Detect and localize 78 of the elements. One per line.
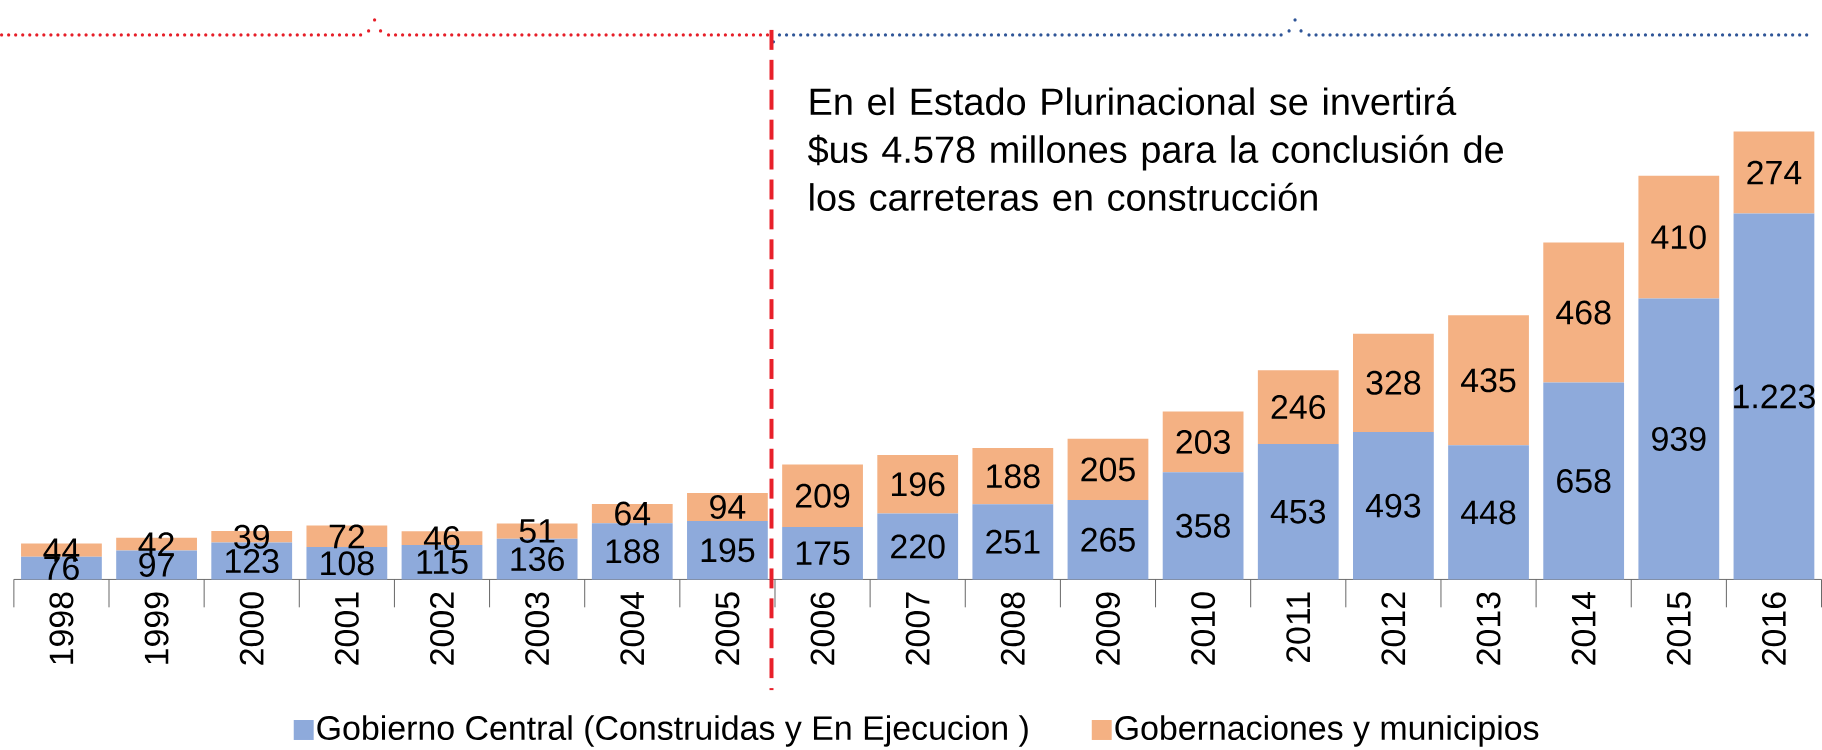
- bar: [1448, 445, 1529, 580]
- data-label: 108: [321, 551, 374, 576]
- bar: [972, 504, 1054, 580]
- x-tick-label: 2015: [1666, 592, 1691, 665]
- data-label: 205: [1081, 457, 1135, 482]
- legend-label: Gobernaciones y municipios: [1115, 715, 1539, 747]
- bar: [1257, 370, 1339, 444]
- bar: [1733, 131, 1815, 214]
- data-label: 188: [987, 464, 1040, 489]
- x-tick-label: 2010: [1191, 592, 1216, 665]
- data-label: 136: [511, 547, 564, 572]
- x-tick-label: 2008: [1000, 592, 1025, 665]
- data-label: 939: [1652, 426, 1706, 451]
- bar: [1543, 242, 1625, 383]
- data-label: 209: [795, 483, 850, 508]
- x-tick-label: 2002: [429, 592, 454, 665]
- x-tick-label: 1998: [49, 592, 74, 664]
- bar: [1067, 500, 1149, 580]
- data-label: 448: [1461, 500, 1516, 525]
- bar: [1543, 382, 1625, 580]
- data-label: 220: [891, 534, 945, 559]
- x-tick-label: 2001: [334, 592, 359, 665]
- bar: [1353, 333, 1434, 432]
- data-label: 435: [1461, 368, 1516, 393]
- data-label: 94: [710, 495, 746, 520]
- x-tick-label: 2005: [715, 592, 740, 665]
- x-tick-label: 2003: [525, 592, 550, 665]
- legend-label: Gobierno Central (Construidas y En Ejecucion ): [317, 715, 1028, 747]
- data-label: 493: [1365, 493, 1421, 518]
- data-label: 658: [1557, 469, 1611, 494]
- data-label: 196: [891, 472, 945, 497]
- bar: [1638, 175, 1720, 299]
- data-label: 246: [1271, 395, 1326, 420]
- bar: [782, 464, 863, 528]
- data-label: 72: [329, 524, 365, 549]
- x-tick-label: 2009: [1095, 592, 1120, 665]
- bar: [1448, 315, 1529, 446]
- x-tick-label: 2000: [239, 592, 264, 665]
- data-label: 274: [1747, 160, 1802, 185]
- bar: [1353, 431, 1434, 580]
- data-label: 265: [1081, 527, 1135, 552]
- bar: [1067, 438, 1149, 501]
- x-tick-label: 2014: [1571, 591, 1596, 665]
- data-label: 251: [986, 529, 1040, 554]
- data-label: 64: [615, 501, 651, 526]
- x-tick-label: 2016: [1761, 592, 1786, 665]
- x-tick-label: 2013: [1476, 592, 1501, 665]
- x-tick-label: 2006: [810, 592, 835, 665]
- data-label: 1.223: [1734, 384, 1815, 409]
- annotation: En el Estado Plurinacional se invertirá $us 4.578 millones para la conclusión de los carreteras en construcción: [808, 86, 1504, 211]
- bar: [1257, 443, 1339, 580]
- bar: [877, 454, 959, 514]
- bar: [1162, 472, 1244, 580]
- bar: [877, 513, 959, 580]
- data-label: 123: [226, 549, 279, 574]
- data-label: 328: [1366, 370, 1421, 395]
- data-label: 46: [423, 526, 460, 551]
- data-label: 468: [1556, 300, 1611, 325]
- x-tick-label: 2004: [620, 591, 645, 665]
- x-tick-label: 2007: [905, 592, 930, 665]
- x-tick-label: 1999: [144, 592, 169, 664]
- data-label: 453: [1270, 499, 1326, 524]
- bar: [1162, 411, 1244, 473]
- data-label: 115: [417, 550, 468, 575]
- bar: [782, 527, 863, 580]
- data-label: 188: [606, 539, 660, 564]
- data-label: 410: [1651, 225, 1706, 250]
- data-label: 51: [519, 519, 555, 543]
- data-label: 39: [234, 524, 269, 549]
- bar: [1638, 298, 1720, 580]
- data-label: 203: [1176, 429, 1230, 454]
- bar: [687, 521, 768, 580]
- x-tick-label: 2012: [1381, 592, 1406, 665]
- data-label: 358: [1176, 513, 1230, 538]
- x-tick-label: 2011: [1286, 592, 1311, 663]
- data-label: 195: [701, 538, 755, 563]
- data-label: 175: [796, 541, 850, 566]
- bar: [1733, 213, 1815, 580]
